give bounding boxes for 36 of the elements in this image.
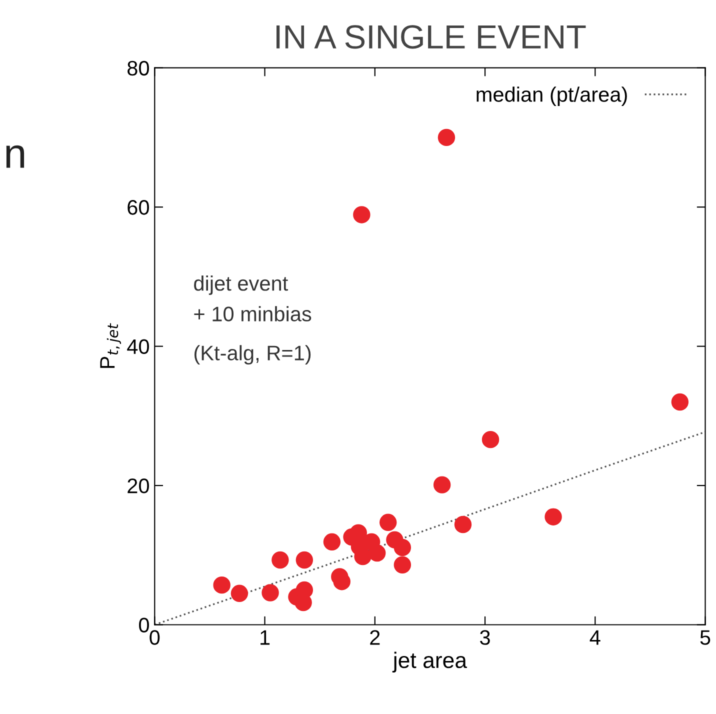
y-tick-label: 0 — [139, 618, 149, 633]
point — [272, 551, 289, 569]
x-tick-label: 2 — [370, 630, 380, 645]
point — [380, 514, 397, 532]
point — [394, 538, 412, 556]
point — [350, 538, 368, 556]
x-axis-title: jet area — [392, 652, 468, 673]
x-tick-label: 0 — [150, 630, 160, 645]
point — [323, 533, 341, 551]
y-tick-label: 40 — [127, 339, 149, 354]
y-tick-label: 60 — [128, 200, 149, 215]
y-tick-label: 20 — [128, 478, 149, 494]
y-axis-title: P$_{t,jet}$ — [100, 323, 122, 368]
annotation: (Kt-alg, R=1) — [194, 345, 311, 365]
point — [353, 206, 370, 224]
point — [454, 516, 472, 534]
point — [394, 556, 412, 574]
point — [438, 128, 456, 146]
chart-title: IN A SINGLE EVENT — [276, 25, 586, 49]
x-tick-label: 3 — [480, 630, 490, 645]
x-tick-label: 5 — [700, 630, 710, 645]
point — [296, 551, 314, 569]
x-tick-label: 1 — [260, 630, 270, 645]
point — [671, 393, 689, 411]
point — [544, 508, 562, 526]
legend-label: median (pt/area) — [476, 86, 627, 106]
annotation: + 10 minbias — [194, 306, 312, 322]
point — [482, 430, 500, 448]
point — [213, 576, 230, 594]
point — [262, 584, 279, 602]
y-tick-label: 80 — [128, 60, 149, 76]
point — [433, 476, 451, 494]
point — [230, 584, 248, 602]
annotation: dijet event — [194, 276, 288, 295]
x-tick-label: 4 — [590, 630, 600, 645]
text: n — [6, 145, 24, 168]
